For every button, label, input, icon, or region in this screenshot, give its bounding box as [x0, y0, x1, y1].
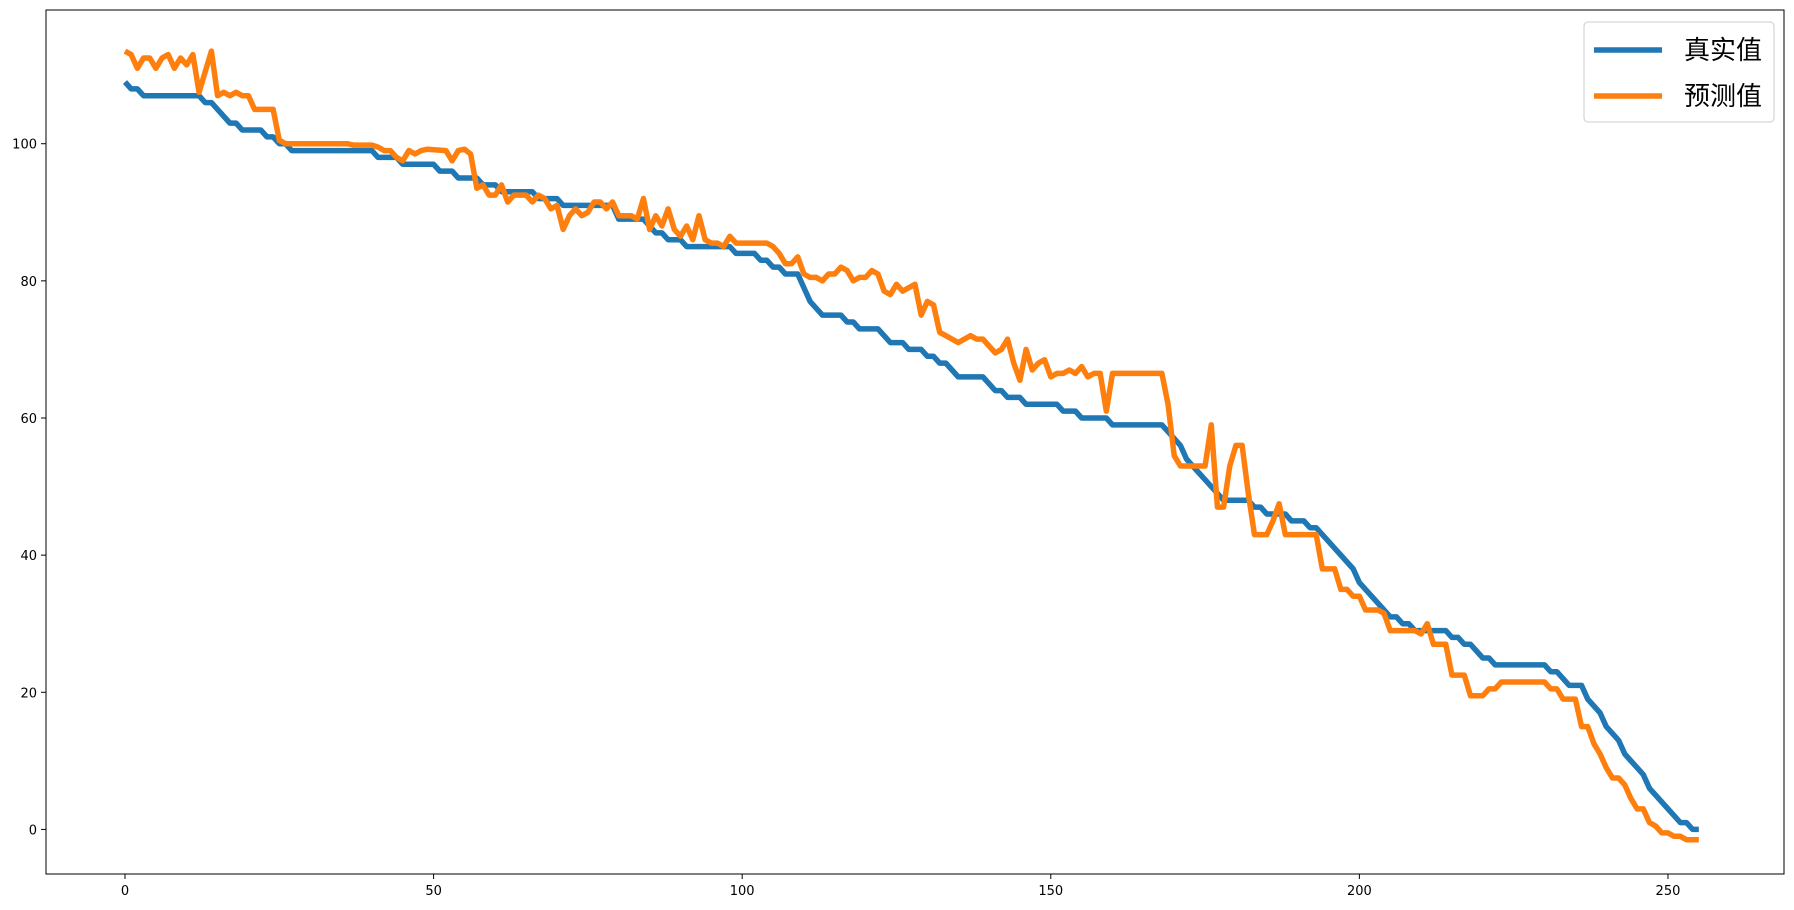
legend-label-2: 预测值 [1684, 82, 1762, 112]
legend-label-1: 真实值 [1684, 36, 1762, 66]
x-tick-label: 150 [1038, 884, 1063, 899]
y-tick-label: 40 [20, 549, 37, 564]
series-line-1 [122, 80, 1699, 833]
x-tick-label: 50 [425, 884, 442, 899]
series-layer [122, 48, 1699, 843]
y-axis-ticks: 0 20 40 60 80 100 [12, 138, 46, 838]
y-tick-label: 20 [20, 686, 37, 701]
y-tick-label: 80 [20, 275, 37, 290]
y-tick-label: 100 [12, 138, 37, 153]
x-tick-label: 200 [1347, 884, 1372, 899]
series-line-2 [123, 48, 1699, 843]
x-axis-ticks: 0 50 100 150 200 250 [121, 874, 1681, 899]
plot-frame [45, 9, 1785, 875]
x-tick-label: 0 [121, 884, 129, 899]
y-tick-label: 0 [29, 823, 37, 838]
y-tick-label: 60 [20, 412, 37, 427]
x-tick-label: 250 [1656, 884, 1681, 899]
x-tick-label: 100 [730, 884, 755, 899]
